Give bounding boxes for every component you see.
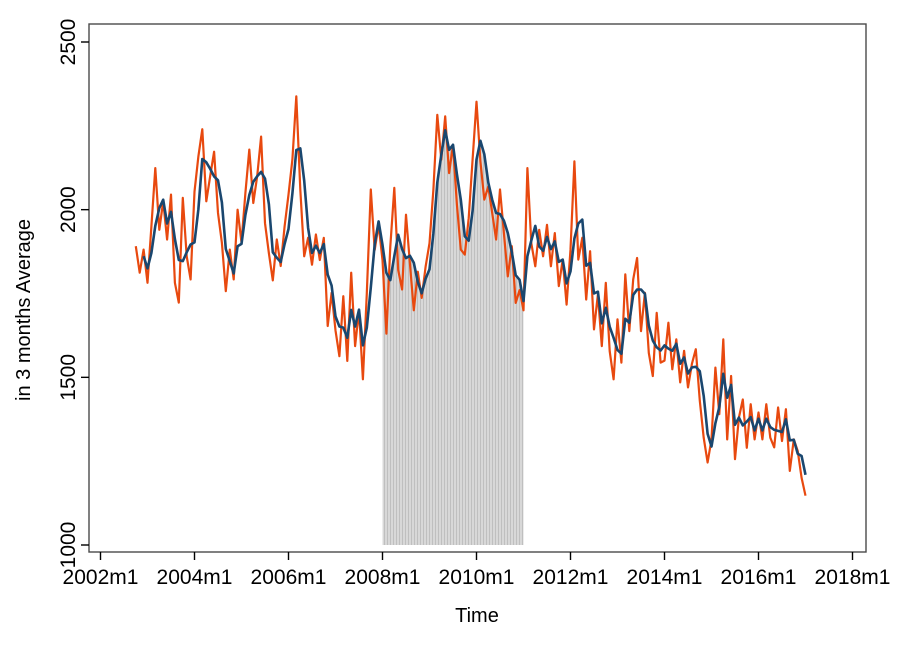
y-tick-label: 1000: [57, 522, 80, 569]
plot-frame: [88, 23, 867, 553]
x-tick-label: 2004m1: [157, 566, 233, 589]
y-axis-ticks: 1000 1500 2000 2500: [57, 19, 89, 569]
x-tick-label: 2002m1: [63, 566, 139, 589]
moving-average-line: [142, 129, 807, 476]
monthly-series-line: [134, 95, 807, 496]
x-tick-label: 2018m1: [815, 566, 891, 589]
x-tick-label: 2012m1: [533, 566, 609, 589]
x-tick-label: 2010m1: [439, 566, 515, 589]
y-tick-label: 2000: [57, 186, 80, 233]
x-tick-label: 2008m1: [345, 566, 421, 589]
x-tick-label: 2016m1: [721, 566, 797, 589]
y-tick-label: 2500: [57, 19, 80, 66]
x-tick-label: 2014m1: [627, 566, 703, 589]
x-axis-ticks: 2002m1 2004m1 2006m1 2008m1 2010m1 2012m1 2014…: [63, 552, 891, 589]
y-tick-label: 1500: [57, 354, 80, 401]
x-tick-label: 2006m1: [251, 566, 327, 589]
x-axis-title: Time: [455, 605, 499, 627]
shaded-region: [382, 130, 524, 546]
y-axis-title: in 3 months Average: [13, 219, 35, 401]
